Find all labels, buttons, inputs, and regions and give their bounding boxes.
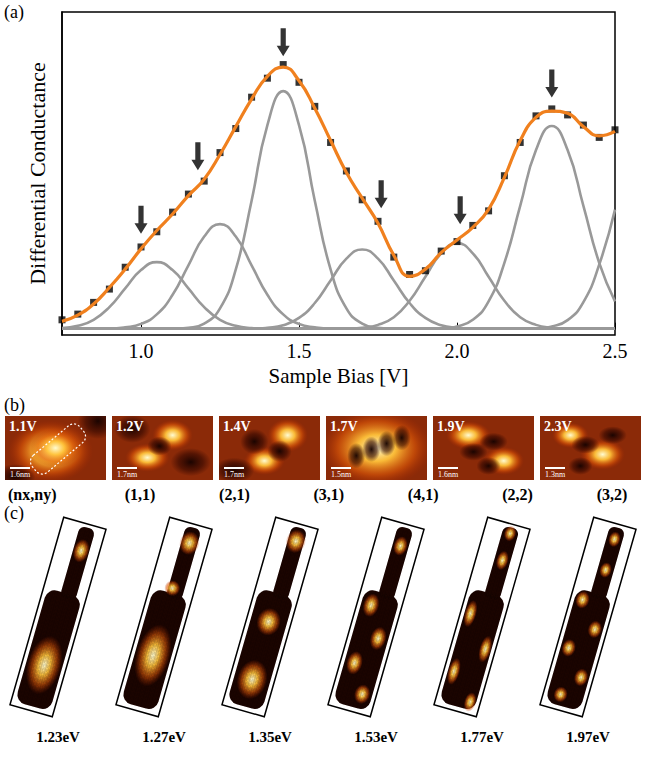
svg-text:1.97eV: 1.97eV <box>566 729 610 745</box>
svg-text:(nx,ny): (nx,ny) <box>8 486 56 504</box>
svg-text:1.3nm: 1.3nm <box>545 470 566 479</box>
svg-text:(2,1): (2,1) <box>219 486 250 504</box>
svg-text:1.27eV: 1.27eV <box>142 729 186 745</box>
svg-text:1.6nm: 1.6nm <box>438 470 459 479</box>
svg-text:1.53eV: 1.53eV <box>354 729 398 745</box>
svg-text:Sample Bias [V]: Sample Bias [V] <box>269 364 409 388</box>
svg-text:(a): (a) <box>4 2 24 23</box>
svg-text:1.77eV: 1.77eV <box>460 729 504 745</box>
svg-text:2.5: 2.5 <box>603 340 628 362</box>
svg-text:(3,1): (3,1) <box>313 486 344 504</box>
svg-text:2.0: 2.0 <box>445 340 470 362</box>
svg-text:1.35eV: 1.35eV <box>248 729 292 745</box>
svg-text:1.5: 1.5 <box>287 340 312 362</box>
svg-text:1.1V: 1.1V <box>9 419 37 434</box>
svg-text:1.4V: 1.4V <box>223 419 251 434</box>
svg-text:(1,1): (1,1) <box>125 486 156 504</box>
svg-text:1.2V: 1.2V <box>116 419 144 434</box>
svg-text:Differential Conductance: Differential Conductance <box>25 62 50 285</box>
svg-text:1.0: 1.0 <box>129 340 154 362</box>
svg-text:1.23eV: 1.23eV <box>36 729 80 745</box>
svg-text:2.3V: 2.3V <box>544 419 572 434</box>
svg-text:(c): (c) <box>4 503 24 524</box>
svg-text:1.7V: 1.7V <box>330 419 358 434</box>
svg-text:1.7nm: 1.7nm <box>117 470 138 479</box>
svg-text:(3,2): (3,2) <box>597 486 628 504</box>
svg-text:(2,2): (2,2) <box>502 486 533 504</box>
svg-text:(4,1): (4,1) <box>408 486 439 504</box>
svg-text:1.5nm: 1.5nm <box>331 470 352 479</box>
svg-text:(b): (b) <box>4 395 25 416</box>
svg-text:1.6nm: 1.6nm <box>10 470 31 479</box>
svg-text:1.9V: 1.9V <box>437 419 465 434</box>
svg-text:1.7nm: 1.7nm <box>224 470 245 479</box>
